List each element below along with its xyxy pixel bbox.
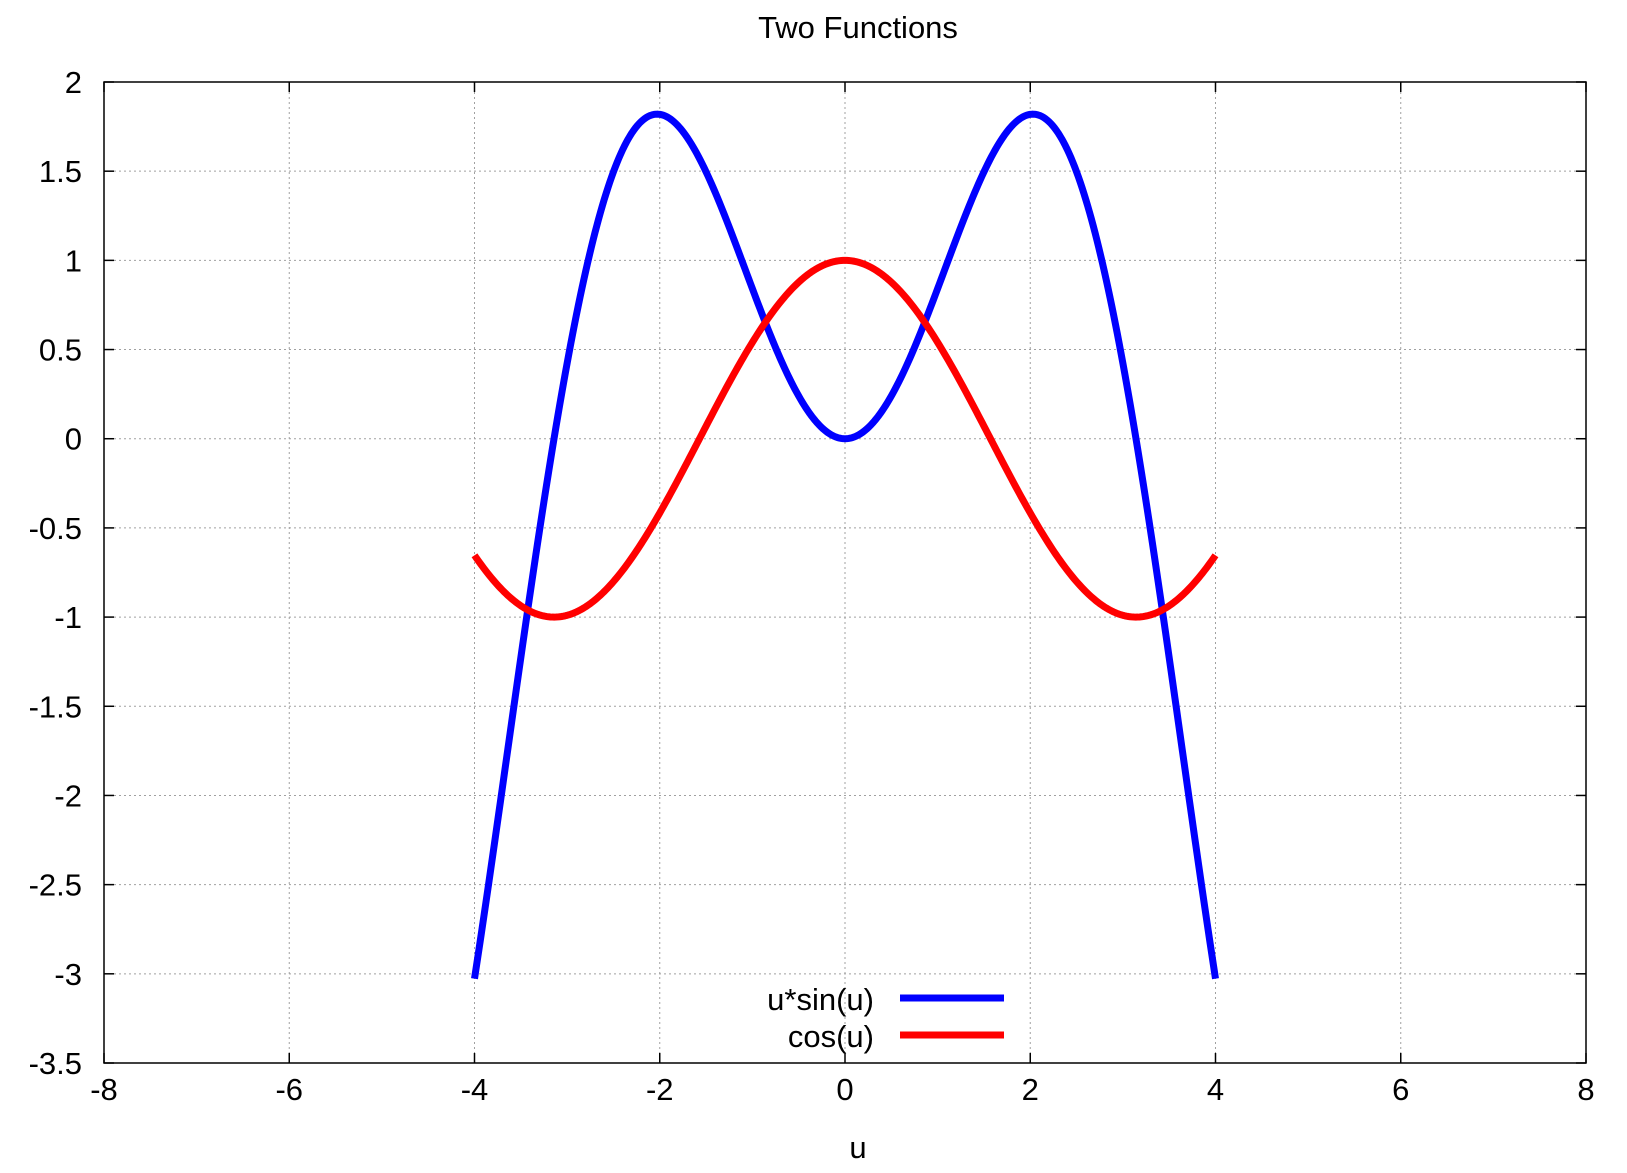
x-tick-label: -4 xyxy=(461,1072,489,1107)
series-lines xyxy=(471,110,1219,980)
y-tick-label: -2.5 xyxy=(29,868,82,903)
x-tick-label: 0 xyxy=(836,1072,853,1107)
legend: u*sin(u) cos(u) xyxy=(767,982,1004,1054)
chart-title: Two Functions xyxy=(758,10,958,45)
y-tick-labels: 2 1.5 1 0.5 0 -0.5 -1 -1.5 -2 -2.5 -3 -3.5 xyxy=(29,65,82,1081)
x-tick-label: -8 xyxy=(90,1072,118,1107)
x-axis-label: u xyxy=(849,1130,866,1165)
legend-label-series-0: u*sin(u) xyxy=(767,982,874,1017)
x-tick-label: -6 xyxy=(275,1072,303,1107)
x-tick-label: 6 xyxy=(1392,1072,1409,1107)
y-tick-label: -0.5 xyxy=(29,511,82,546)
y-tick-label: -1.5 xyxy=(29,689,82,724)
x-tick-label: -2 xyxy=(646,1072,674,1107)
y-tick-label: 0.5 xyxy=(39,333,82,368)
series-line-0 xyxy=(471,110,1219,980)
y-tick-label: -3 xyxy=(54,957,82,992)
x-tick-labels: -8 -6 -4 -2 0 2 4 6 8 xyxy=(90,1072,1594,1107)
axis-ticks xyxy=(103,81,1587,1064)
grid xyxy=(104,82,1586,1063)
y-tick-label: -1 xyxy=(54,600,82,635)
y-tick-label: 2 xyxy=(65,65,82,100)
x-tick-label: 8 xyxy=(1577,1072,1594,1107)
y-tick-label: -3.5 xyxy=(29,1046,82,1081)
x-tick-label: 2 xyxy=(1022,1072,1039,1107)
legend-label-series-1: cos(u) xyxy=(788,1019,874,1054)
y-tick-label: 0 xyxy=(65,422,82,457)
y-tick-label: -2 xyxy=(54,778,82,813)
y-tick-label: 1.5 xyxy=(39,154,82,189)
y-tick-label: 1 xyxy=(65,243,82,278)
x-tick-label: 4 xyxy=(1207,1072,1224,1107)
series-line-1 xyxy=(471,256,1219,621)
